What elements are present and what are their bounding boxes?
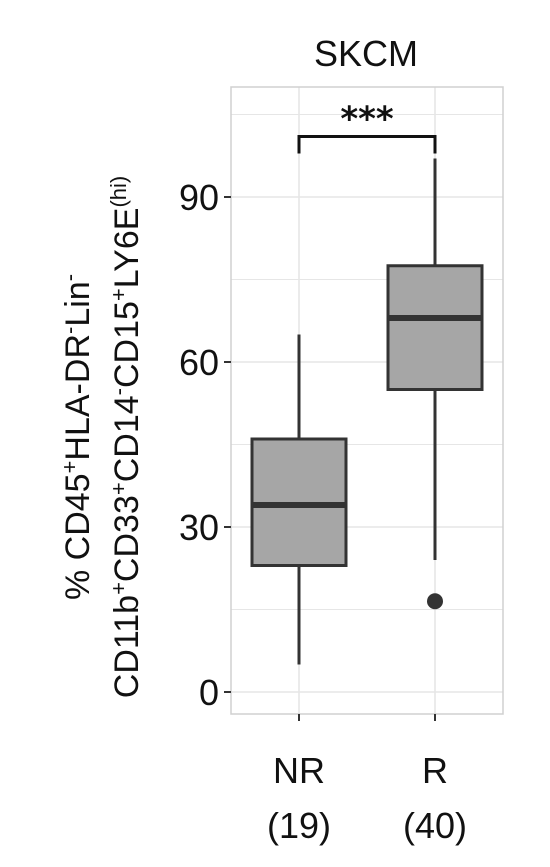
boxes (250, 158, 484, 665)
ylabel-superscript: + (57, 461, 82, 474)
ylabel-text-part: CD14 (108, 395, 146, 482)
outlier-point (427, 593, 443, 610)
box-nr (250, 334, 348, 665)
x-tick-label: NR (273, 750, 325, 791)
ylabel-superscript: - (106, 388, 131, 395)
ylabel-superscript: + (106, 288, 131, 301)
chart-title: SKCM (314, 33, 418, 74)
significance-label: *** (340, 100, 394, 140)
box-r (386, 158, 484, 610)
ylabel-text-part: LY6E (108, 208, 146, 289)
ylabel-superscript: + (106, 482, 131, 495)
x-tick-label: R (422, 750, 448, 791)
ylabel-superscript: (hi) (106, 176, 131, 208)
y-axis-label: % CD45+HLA-DR-Lin-CD11b+CD33+CD14-CD15+L… (57, 176, 147, 698)
x-tick-sample-size: (19) (267, 805, 331, 846)
y-tick-label: 90 (179, 177, 219, 218)
x-tick-sample-size: (40) (403, 805, 467, 846)
ylabel-line-2: CD11b+CD33+CD14-CD15+LY6E(hi) (106, 176, 147, 698)
ylabel-text-part: CD33 (108, 495, 146, 582)
ylabel-text-part: HLA-DR (59, 334, 97, 461)
ylabel-text-part: Lin (59, 281, 97, 326)
box-iqr (386, 264, 484, 391)
plot-panel-border (230, 86, 504, 715)
ylabel-text-part: % CD45 (59, 473, 97, 600)
bracket-line (297, 135, 437, 154)
significance-bracket: *** (297, 100, 437, 154)
ylabel-text-part: CD11b (108, 595, 146, 698)
y-tick-label: 0 (199, 672, 219, 713)
ylabel-text-part: CD15 (108, 301, 146, 388)
x-axis: NR (19) R (40) (267, 714, 467, 846)
ylabel-line-1: % CD45+HLA-DR-Lin- (57, 274, 98, 600)
ylabel-superscript: - (57, 327, 82, 334)
y-tick-label: 30 (179, 507, 219, 548)
ylabel-superscript: - (57, 274, 82, 281)
grid (231, 87, 503, 714)
ylabel-superscript: + (106, 582, 131, 595)
y-axis: 0 30 60 90 (179, 177, 231, 713)
y-tick-label: 60 (179, 342, 219, 383)
